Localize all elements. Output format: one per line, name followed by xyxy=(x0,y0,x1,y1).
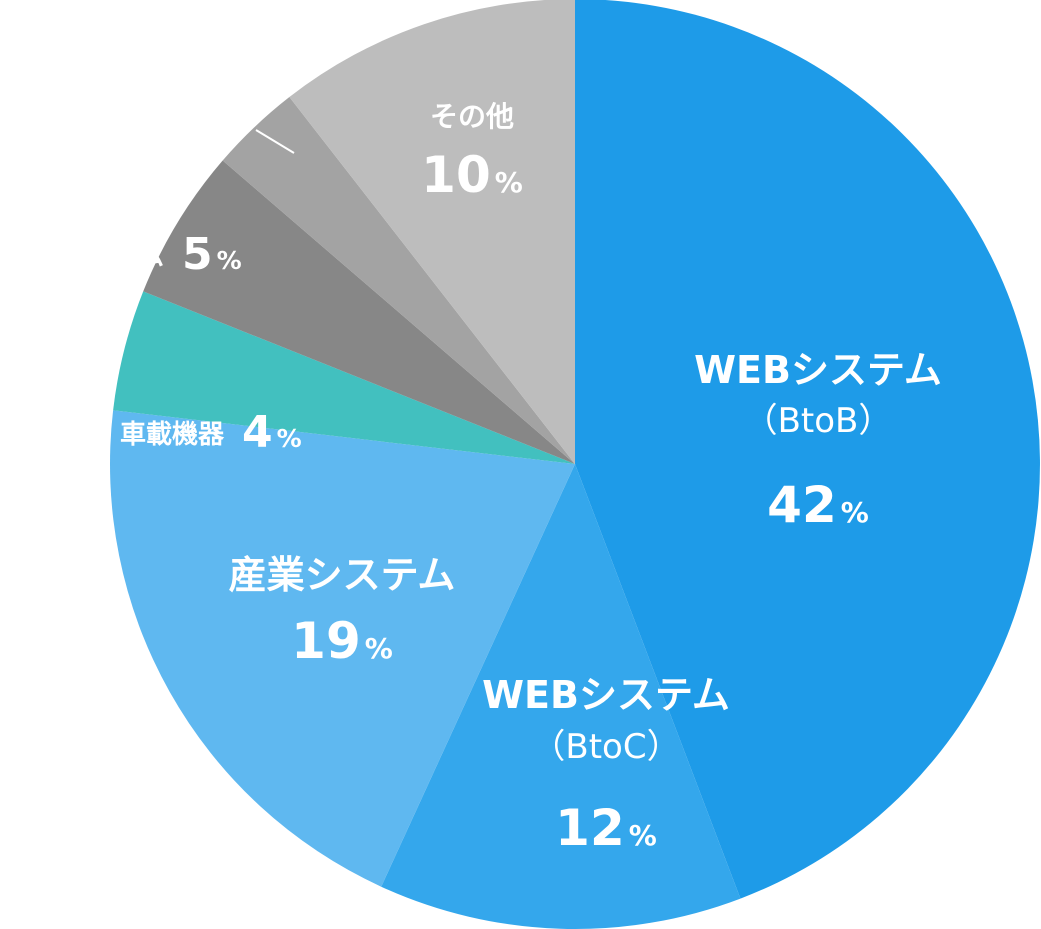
slice-value-3: 4% xyxy=(242,407,302,458)
slice-value-1: 12% xyxy=(555,799,657,857)
pie-slice-6 xyxy=(289,0,575,464)
slice-sublabel-0: （BtoB） xyxy=(744,401,893,441)
slice-value-0: 42% xyxy=(767,476,869,534)
slice-sublabel-1: （BtoC） xyxy=(531,727,680,767)
pie-slice-0 xyxy=(575,0,1040,899)
slice-leader-line-5 xyxy=(255,129,295,154)
pie-labels: WEBシステム （BtoB） 42 % WEBシステム （BtoC） 12 % 産業システム 19… xyxy=(120,100,942,857)
slice-value-4: 5% xyxy=(182,229,242,280)
pie-slice-1 xyxy=(381,464,741,929)
pie-slice-3 xyxy=(113,291,576,464)
slice-label-0: WEBシステム xyxy=(694,348,942,392)
pie-slice-2 xyxy=(109,410,575,887)
slice-label-6: その他 xyxy=(430,100,514,133)
slice-label-1: WEBシステム xyxy=(482,673,730,717)
slice-label-4: ム xyxy=(138,242,164,272)
pie-slices xyxy=(109,0,1040,929)
pie-slice-4 xyxy=(143,160,575,465)
slice-label-2: 産業システム xyxy=(229,553,456,597)
slice-value-2: 19% xyxy=(291,612,393,670)
slice-label-3: 車載機器 xyxy=(120,420,225,450)
pie-slice-5 xyxy=(222,97,575,465)
slice-value-6: 10% xyxy=(421,146,523,204)
